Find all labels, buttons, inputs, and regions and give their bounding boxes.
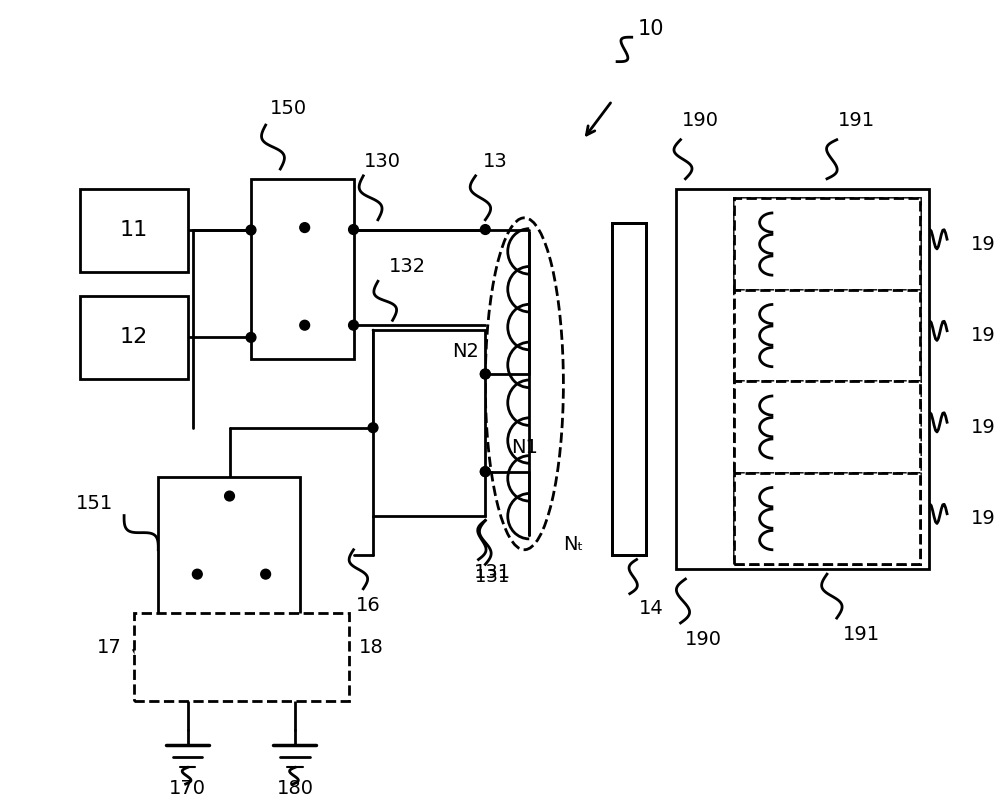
- Bar: [612, 223, 646, 554]
- Bar: [80, 296, 188, 379]
- Bar: [612, 223, 646, 554]
- Bar: [158, 477, 300, 618]
- Text: 18: 18: [359, 638, 383, 657]
- Bar: [734, 381, 920, 473]
- Bar: [134, 613, 349, 701]
- Text: 190: 190: [682, 111, 719, 130]
- Circle shape: [368, 423, 378, 432]
- Text: 191: 191: [843, 625, 880, 644]
- Circle shape: [349, 225, 358, 234]
- Text: 151: 151: [76, 494, 113, 513]
- Circle shape: [349, 320, 358, 330]
- Bar: [80, 188, 188, 271]
- Text: 16: 16: [356, 595, 381, 615]
- Text: 19: 19: [971, 234, 996, 254]
- Bar: [734, 198, 920, 564]
- Text: 132: 132: [389, 257, 426, 276]
- Bar: [734, 198, 920, 290]
- Text: 131: 131: [475, 568, 509, 586]
- Circle shape: [480, 467, 490, 477]
- Circle shape: [480, 225, 490, 234]
- Bar: [612, 223, 646, 554]
- Text: 11: 11: [120, 220, 148, 240]
- Circle shape: [246, 225, 256, 235]
- Bar: [373, 330, 485, 516]
- Text: 19: 19: [971, 326, 996, 345]
- Text: N1: N1: [511, 438, 538, 457]
- Text: Nₜ: Nₜ: [563, 536, 583, 554]
- Circle shape: [246, 333, 256, 343]
- Circle shape: [192, 570, 202, 579]
- Text: 13: 13: [483, 152, 507, 170]
- Circle shape: [300, 223, 310, 233]
- Text: 170: 170: [169, 780, 206, 798]
- Text: 12: 12: [120, 327, 148, 347]
- Text: 10: 10: [638, 19, 665, 40]
- Bar: [734, 473, 920, 564]
- Bar: [734, 290, 920, 381]
- Text: 17: 17: [97, 638, 122, 657]
- Circle shape: [225, 491, 234, 501]
- Circle shape: [480, 369, 490, 379]
- Text: 150: 150: [270, 99, 307, 118]
- Text: 180: 180: [276, 780, 313, 798]
- Text: 131: 131: [474, 562, 511, 582]
- Text: N2: N2: [452, 342, 479, 361]
- Text: 19: 19: [971, 418, 996, 436]
- Text: 191: 191: [838, 111, 875, 130]
- Text: 130: 130: [364, 152, 401, 170]
- Text: 190: 190: [685, 630, 722, 649]
- Bar: [251, 179, 354, 360]
- Circle shape: [480, 467, 490, 477]
- Circle shape: [480, 369, 490, 379]
- Text: 19: 19: [971, 509, 996, 528]
- Bar: [676, 188, 929, 570]
- Circle shape: [300, 320, 310, 330]
- Text: 14: 14: [639, 599, 664, 618]
- Circle shape: [261, 570, 271, 579]
